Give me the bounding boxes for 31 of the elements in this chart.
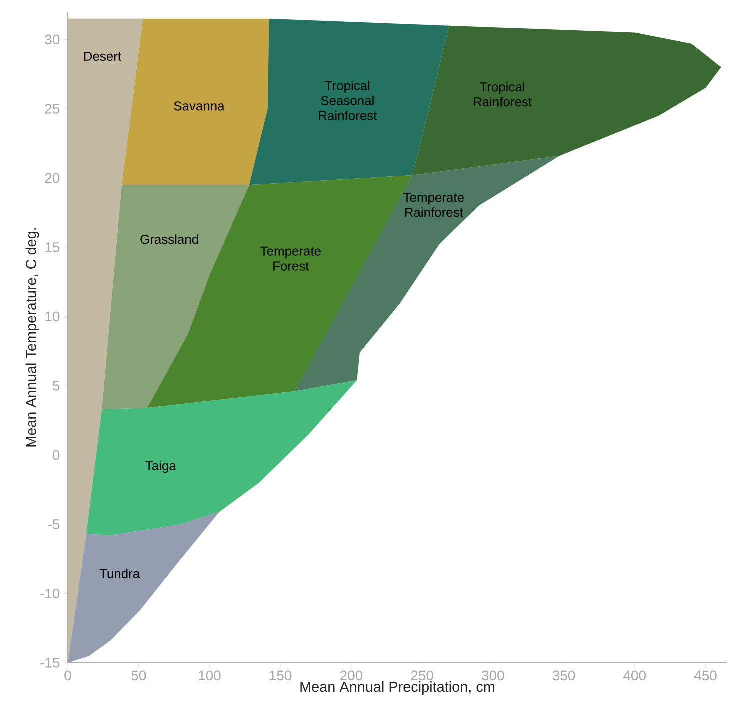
y-tick-label: 30 [45, 34, 60, 45]
x-tick-label: 150 [270, 670, 292, 681]
y-tick-label: 15 [46, 242, 60, 252]
x-tick-label: 250 [411, 670, 434, 681]
series-label: Tropical Rainforest [474, 82, 532, 107]
series-label: Taiga [146, 461, 176, 474]
y-tick-label: 5 [53, 381, 60, 391]
series-label: Savanna [174, 102, 225, 111]
y-tick-label: 20 [45, 173, 60, 184]
y-tick-label: -5 [48, 520, 60, 530]
y-tick-label: 0 [53, 450, 60, 460]
x-tick-label: 50 [132, 670, 146, 681]
series-label: Desert [84, 52, 122, 62]
x-tick-label: 450 [694, 670, 717, 681]
x-tick-label: 400 [624, 670, 646, 681]
y-tick-label: 25 [45, 104, 60, 114]
x-tick-label: 200 [340, 670, 363, 681]
x-tick-label: 350 [552, 670, 576, 681]
y-tick-label: -10 [40, 588, 60, 599]
y-tick-label: -15 [40, 658, 60, 668]
x-tick-label: 300 [482, 670, 504, 681]
series-label: Temperate Forest [260, 246, 321, 271]
series-label: Tropical Seasonal Rainforest [319, 80, 378, 120]
series-label: Grassland [140, 234, 198, 244]
series-label: Temperate Rainforest [404, 193, 464, 218]
x-axis-title: Mean Annual Precipitation, cm [300, 681, 494, 695]
series-label: Tundra [100, 568, 140, 578]
y-axis-title: Mean Annual Temperature, C deg. [26, 228, 40, 447]
x-tick-label: 100 [199, 670, 221, 681]
x-tick-label: 0 [64, 670, 72, 681]
y-tick-label: 10 [46, 312, 60, 322]
